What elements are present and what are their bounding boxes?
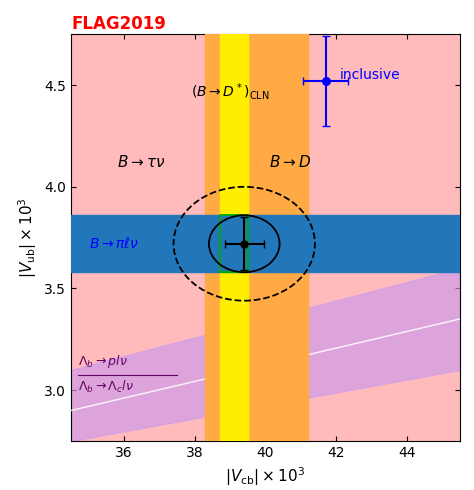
Y-axis label: $|V_{\mathrm{ub}}| \times 10^3$: $|V_{\mathrm{ub}}| \times 10^3$ [16,197,39,278]
Text: inclusive: inclusive [340,68,400,82]
Bar [71,215,460,272]
Bar [219,34,248,441]
X-axis label: $|V_{\mathrm{cb}}| \times 10^3$: $|V_{\mathrm{cb}}| \times 10^3$ [226,466,305,488]
Text: $B \to \pi\ell\nu$: $B \to \pi\ell\nu$ [89,236,139,251]
Text: $(B \to D^*)_{\mathrm{CLN}}$: $(B \to D^*)_{\mathrm{CLN}}$ [191,81,270,102]
Text: $B \to D$: $B \to D$ [269,154,311,171]
Text: $B \to \tau\nu$: $B \to \tau\nu$ [117,154,165,171]
Text: FLAG2019: FLAG2019 [71,15,166,33]
Bar [205,34,308,441]
Bar [219,215,248,272]
Text: $\Lambda_b \to pl\nu$
$\Lambda_b \to \Lambda_c l\nu$: $\Lambda_b \to pl\nu$ $\Lambda_b \to \La… [78,352,134,395]
Bar [71,34,460,441]
